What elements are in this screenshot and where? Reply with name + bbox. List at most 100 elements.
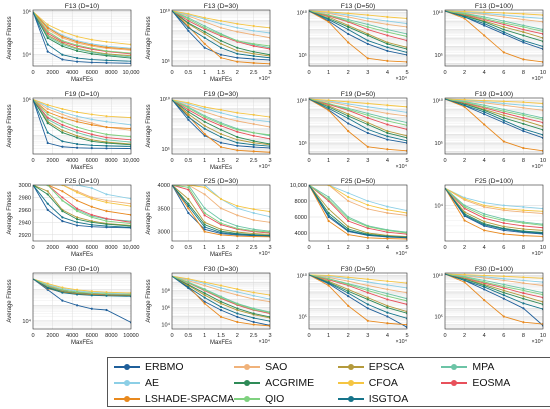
series-point: [483, 274, 486, 277]
x-tick-label: 0: [443, 158, 446, 164]
series-point: [76, 191, 79, 194]
subplot-6: 0 0.5 1 1.5 2 2.5 3 10⁵ 10¹⁰ F19 (D=30) MaxFEs Aver…: [146, 91, 272, 171]
series-point: [463, 279, 466, 282]
legend-label: ISGTOA: [368, 393, 409, 405]
series-point: [327, 214, 330, 217]
series-point: [386, 138, 389, 141]
series-point: [502, 119, 505, 122]
series-group: [309, 98, 407, 152]
series-point: [252, 113, 255, 116]
series-group: [445, 98, 543, 152]
series-point: [90, 290, 93, 293]
series-point: [347, 113, 350, 116]
series-point: [463, 207, 466, 210]
subplot-16: 0 2 4 6 8 10 10⁵ 10¹⁰ F30 (D=100) ×10⁴: [433, 266, 546, 345]
series-point: [236, 303, 239, 306]
legend-item: EOSMA: [441, 375, 545, 391]
legend-item: ERBMO: [114, 359, 234, 375]
x-tick-label: 4: [386, 158, 389, 164]
x-tick-label: 4000: [66, 333, 78, 339]
series-point: [347, 14, 350, 17]
series-point: [236, 26, 239, 29]
x-tick-label: 4000: [66, 70, 78, 76]
series-point: [61, 219, 64, 223]
series-point: [483, 201, 486, 204]
legend-swatch-marker: [244, 364, 251, 370]
series-point: [252, 229, 255, 232]
series-point: [219, 141, 223, 144]
series-point: [236, 30, 239, 33]
series-point: [219, 26, 223, 29]
series-point: [236, 49, 239, 52]
series-point: [76, 131, 79, 134]
series-point: [46, 32, 49, 35]
series-point: [219, 53, 223, 56]
series-point: [366, 39, 369, 42]
series-line: [309, 185, 407, 234]
series-point: [203, 228, 206, 231]
series-point: [105, 294, 108, 297]
series-group: [445, 187, 543, 238]
series-line: [309, 98, 407, 117]
subplot-title: F19 (D=100): [475, 91, 513, 98]
series-point: [386, 117, 389, 120]
series-point: [386, 123, 389, 126]
series-point: [522, 34, 525, 37]
series-line: [445, 187, 543, 212]
series-point: [522, 130, 525, 133]
series-point: [327, 211, 330, 215]
series-point: [386, 119, 389, 122]
series-point: [386, 108, 389, 111]
series-point: [219, 315, 223, 318]
series-point: [502, 19, 505, 23]
series-line: [445, 98, 543, 136]
series-point: [386, 135, 389, 138]
series-point: [327, 99, 330, 102]
series-point: [502, 275, 505, 278]
series-point: [76, 56, 79, 60]
series-point: [236, 138, 239, 141]
series-point: [463, 10, 466, 13]
x-tick-label: 2: [347, 70, 350, 76]
x-tick-label: 1: [327, 333, 330, 339]
plot-frame: [308, 272, 408, 330]
x-tick-label: 6: [502, 245, 505, 251]
x-tick-label: 6000: [86, 245, 98, 251]
legend-item: CFOA: [337, 375, 442, 391]
series-point: [46, 107, 49, 111]
series-group: [33, 278, 131, 324]
series-point: [76, 224, 79, 227]
x-tick-label: 8: [522, 158, 525, 164]
series-point: [347, 290, 350, 293]
series-point: [252, 24, 255, 28]
x-tick-label: 2: [236, 333, 239, 339]
y-tick-label: 10¹⁰: [297, 98, 308, 105]
series-point: [347, 195, 350, 199]
y-tick-label: 4000: [295, 231, 307, 237]
series-point: [187, 286, 190, 289]
series-group: [445, 10, 543, 64]
series-point: [219, 122, 223, 126]
series-line: [309, 185, 407, 212]
series-line: [445, 10, 543, 32]
series-point: [203, 132, 206, 136]
y-axis-label: Average Fitness: [146, 279, 152, 322]
x-tick-label: 4: [483, 70, 486, 76]
series-point: [105, 40, 108, 43]
series-point: [203, 293, 206, 297]
series-point: [203, 115, 206, 119]
x-axis-label: MaxFEs: [210, 165, 232, 171]
legend-label: ERBMO: [145, 361, 184, 373]
series-point: [366, 278, 369, 281]
series-point: [46, 26, 49, 29]
series-point: [187, 106, 190, 110]
series-line: [309, 10, 407, 63]
legend-item: ISGTOA: [337, 391, 442, 407]
series-point: [187, 186, 190, 189]
series-point: [366, 319, 369, 322]
series-point: [522, 12, 525, 15]
series-point: [502, 291, 505, 294]
series-point: [90, 38, 93, 41]
series-point: [252, 211, 255, 215]
x-tick-label: 2.5: [250, 333, 258, 339]
